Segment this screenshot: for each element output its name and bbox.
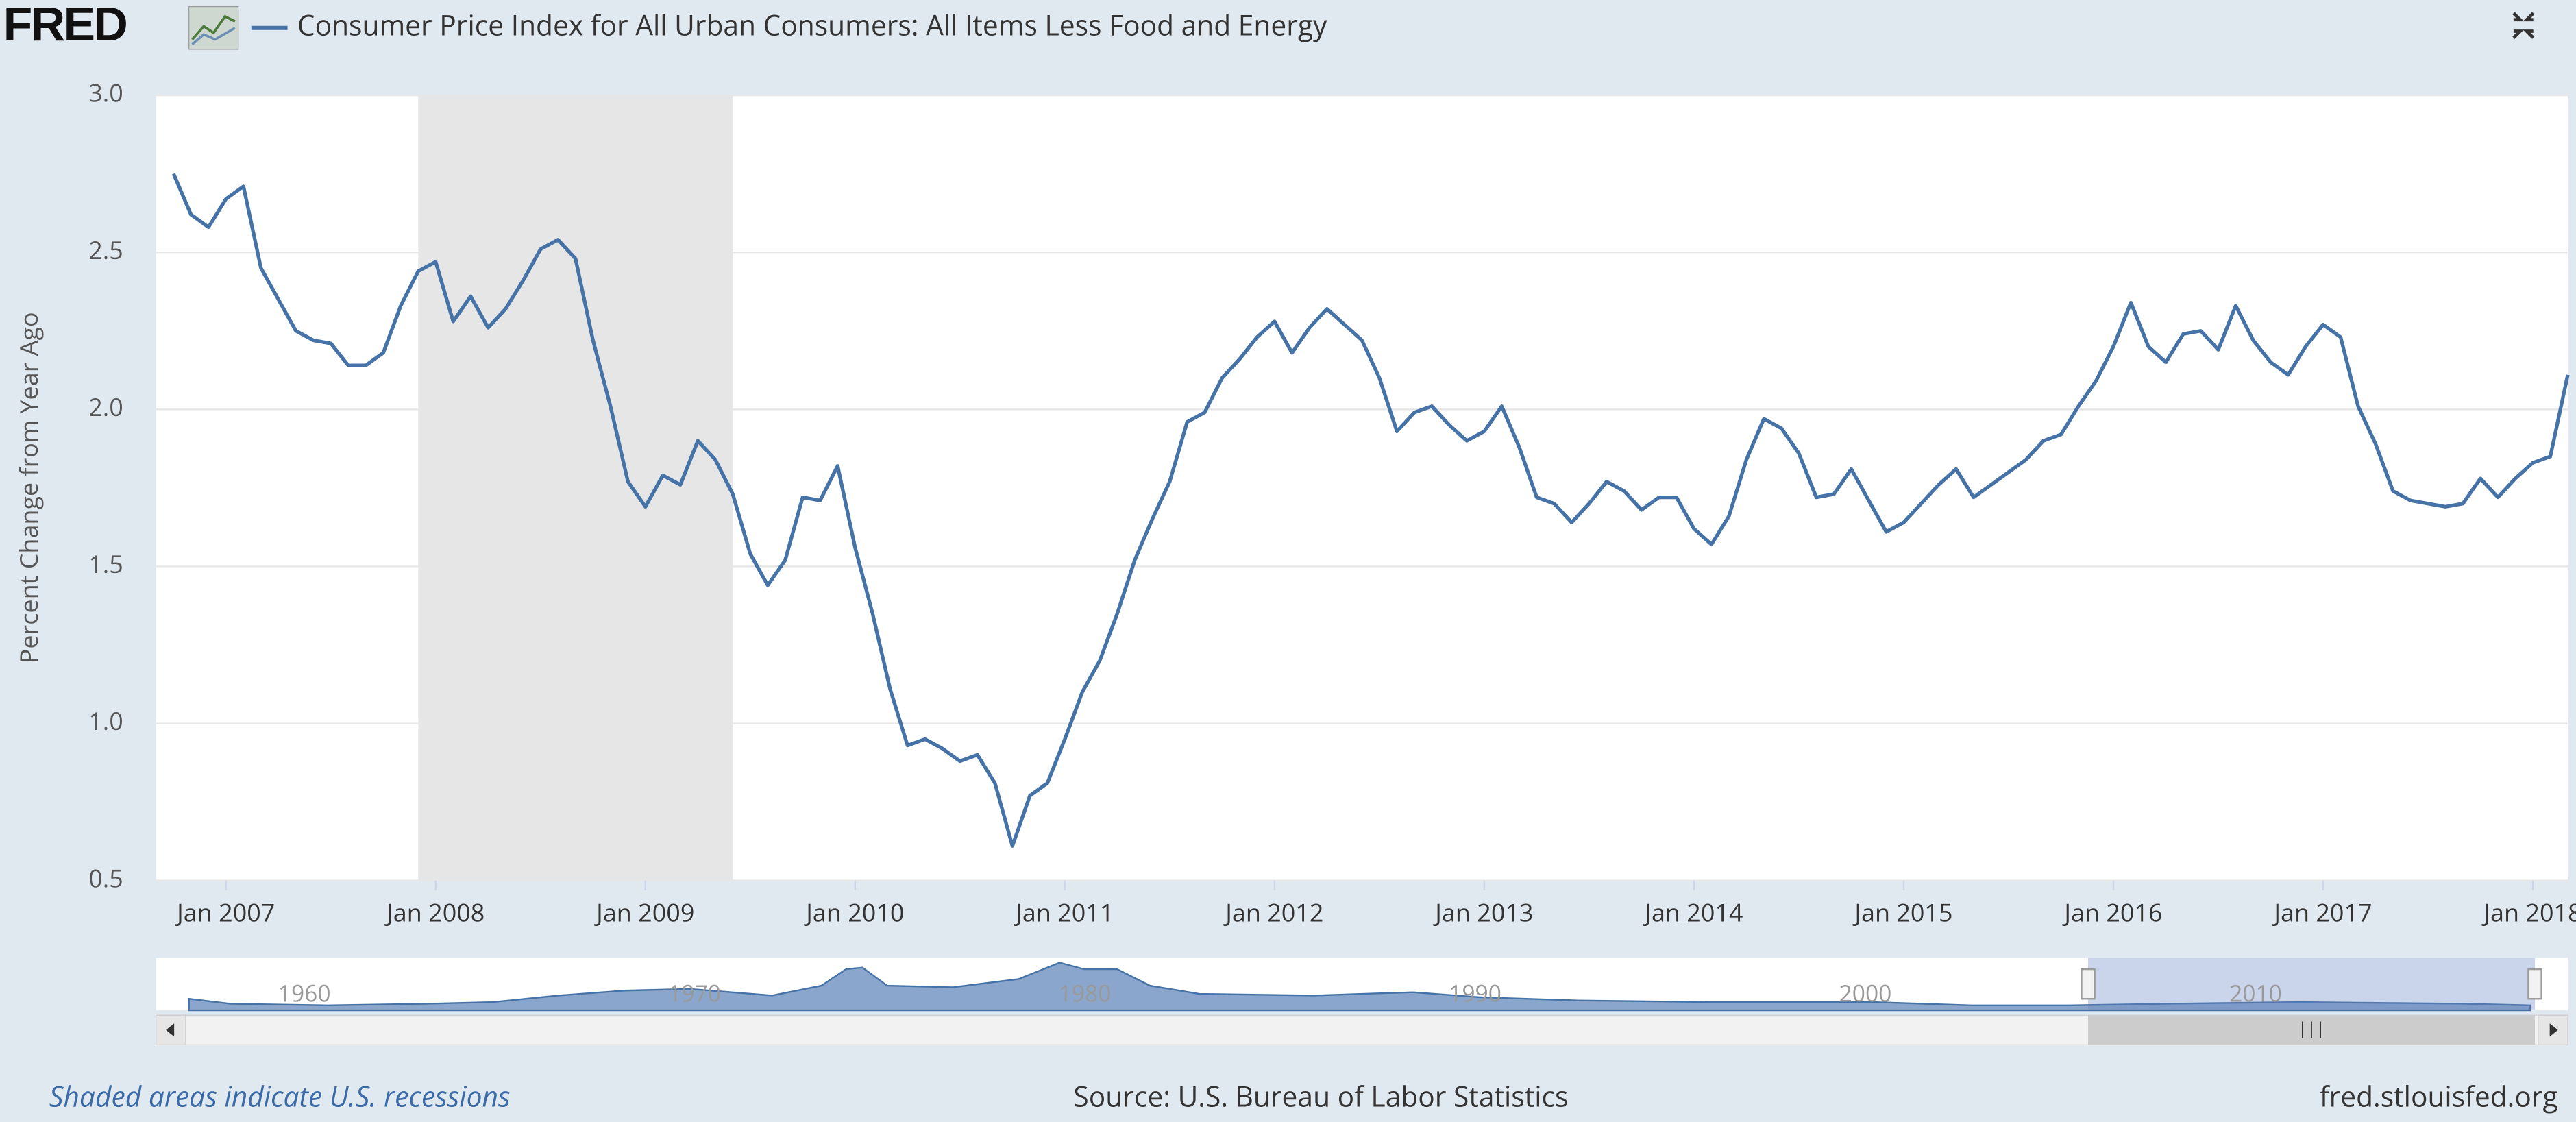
x-tick-label: Jan 2009: [594, 896, 694, 929]
navigator-label: 2010: [2229, 977, 2282, 1008]
navigator-label: 1980: [1059, 977, 1112, 1008]
y-tick-label: 2.5: [88, 233, 123, 267]
navigator-selection[interactable]: [2087, 958, 2536, 1011]
x-tick-label: Jan 2008: [384, 896, 484, 929]
scroll-left-arrow: [166, 1023, 175, 1037]
scrollbar-grip: |||: [2298, 1017, 2325, 1040]
recession-band: [418, 95, 733, 881]
navigator-handle[interactable]: [2081, 968, 2096, 1000]
legend-label: Consumer Price Index for All Urban Consu…: [297, 5, 1327, 44]
y-tick-label: 0.5: [88, 861, 123, 894]
x-tick-label: Jan 2014: [1643, 896, 1743, 929]
y-tick-label: 2.0: [88, 390, 123, 424]
logo: FRED: [3, 0, 127, 51]
y-axis-label: Percent Change from Year Ago: [12, 312, 45, 663]
navigator-handle[interactable]: [2527, 968, 2542, 1000]
x-tick-label: Jan 2011: [1014, 896, 1114, 929]
x-tick-label: Jan 2016: [2062, 896, 2162, 929]
navigator-label: 1970: [668, 977, 721, 1008]
fullscreen-icon[interactable]: [2512, 12, 2535, 39]
navigator-label: 2000: [1839, 977, 1892, 1008]
x-tick-label: Jan 2015: [1852, 896, 1952, 929]
y-tick-label: 1.0: [88, 704, 123, 737]
logo-icon: [188, 5, 239, 50]
source: Source: U.S. Bureau of Labor Statistics: [1073, 1076, 1568, 1114]
y-tick-label: 1.5: [88, 547, 123, 581]
scrollbar-thumb[interactable]: [2087, 1015, 2536, 1045]
navigator-label: 1990: [1449, 977, 1501, 1008]
recession-note[interactable]: Shaded areas indicate U.S. recessions: [49, 1076, 511, 1114]
x-tick-label: Jan 2007: [175, 896, 275, 929]
x-tick-label: Jan 2010: [804, 896, 904, 929]
navigator-series: [188, 962, 2531, 1012]
x-tick-label: Jan 2017: [2272, 896, 2372, 929]
site-link[interactable]: fred.stlouisfed.org: [2320, 1076, 2558, 1114]
scroll-right-arrow: [2549, 1023, 2558, 1037]
series-line: [171, 173, 2570, 848]
x-tick-label: Jan 2018: [2481, 896, 2576, 929]
y-tick-label: 3.0: [88, 76, 123, 110]
x-tick-label: Jan 2013: [1433, 896, 1533, 929]
navigator-label: 1960: [278, 977, 331, 1008]
x-tick-label: Jan 2012: [1223, 896, 1323, 929]
